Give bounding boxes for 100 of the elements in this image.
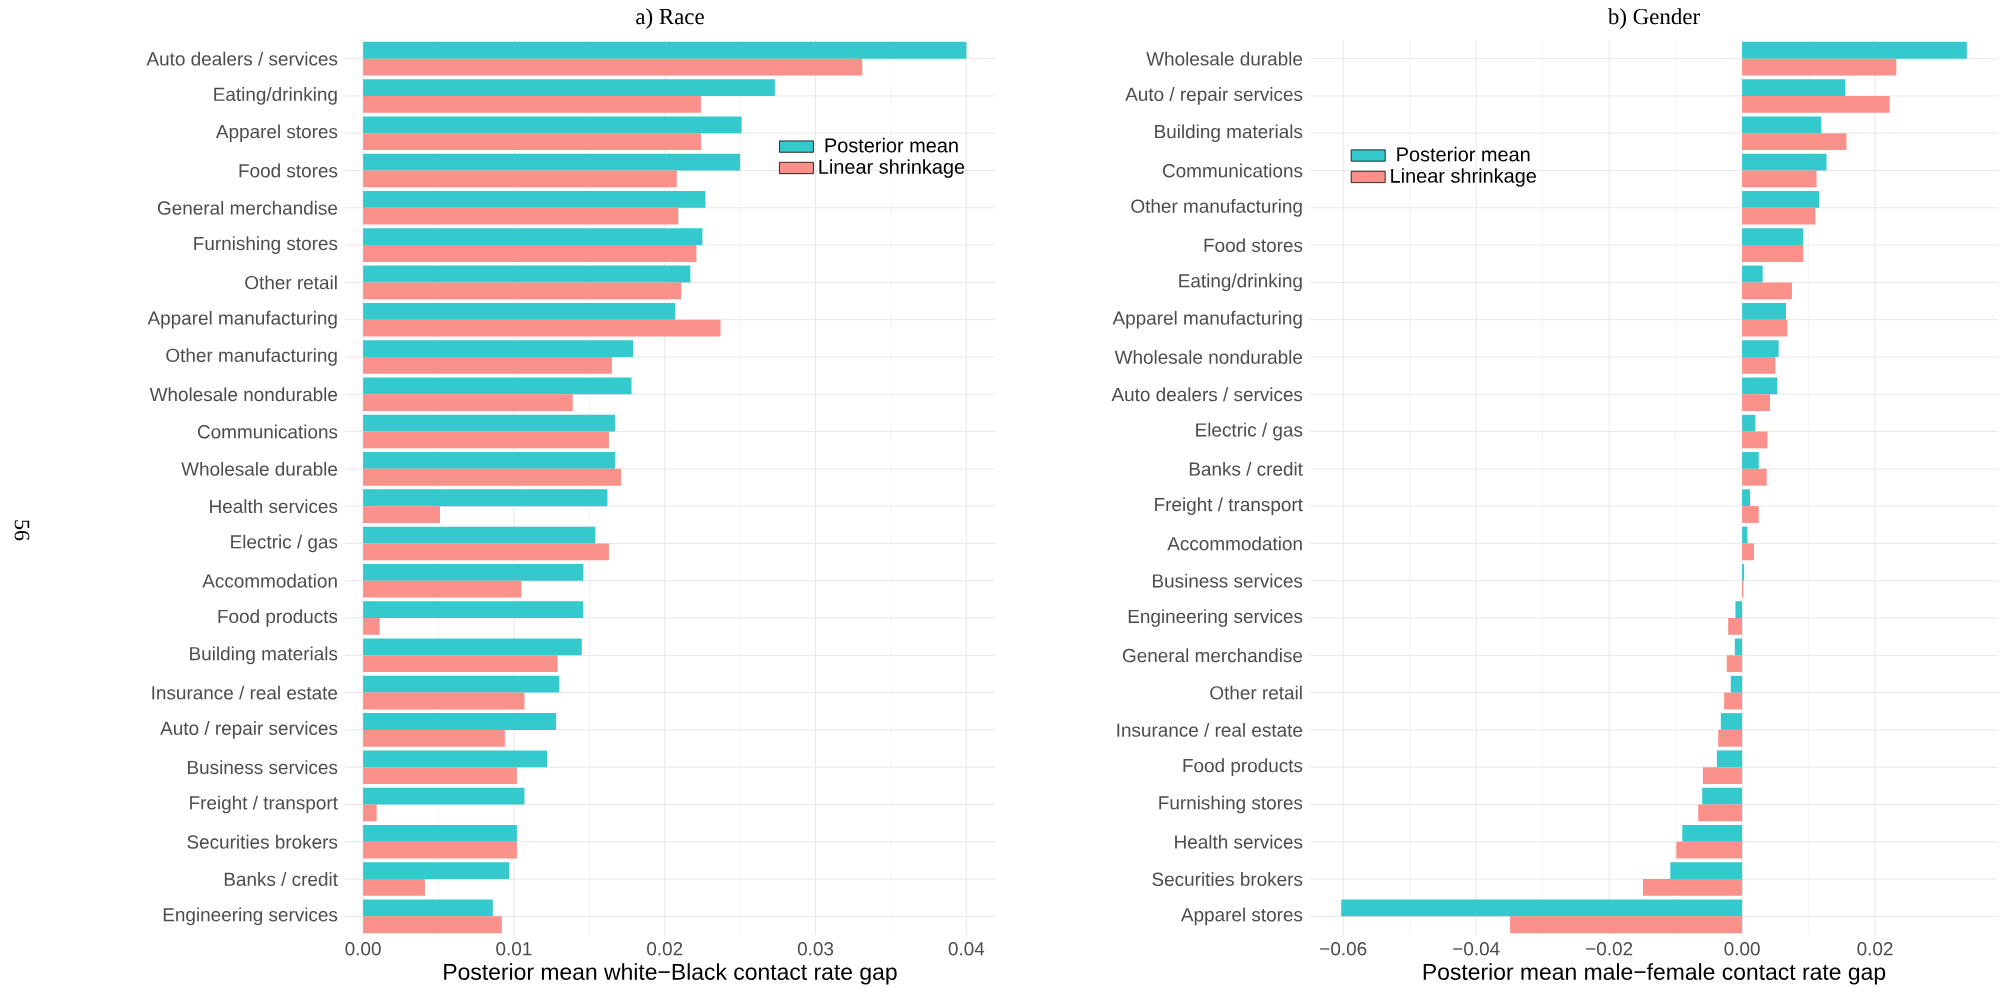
y-tick-label: Other retail [245, 275, 337, 290]
bar [1742, 356, 1776, 374]
y-tick-label: Engineering services [163, 907, 338, 926]
bar [363, 580, 522, 598]
bar [1726, 655, 1743, 673]
bar [363, 468, 621, 486]
chart-title: a) Race [636, 8, 704, 29]
x-tick-label: −0.04 [1453, 942, 1500, 956]
x-axis-title: Posterior mean male−female contact rate gap [1423, 963, 1886, 985]
bar [1742, 377, 1778, 395]
x-tick-label: 0.02 [1857, 942, 1893, 956]
y-tick-label: Auto dealers / services [1111, 387, 1303, 402]
x-tick-label: −0.06 [1320, 942, 1367, 956]
y-tick-label: Engineering services [1128, 609, 1303, 627]
bar [363, 862, 510, 880]
y-tick-label: Accommodation [1167, 536, 1302, 551]
bar [1742, 414, 1756, 432]
bar [1728, 618, 1743, 635]
y-tick-label: Freight / transport [1155, 497, 1303, 515]
bar [363, 265, 691, 283]
x-tick-label: 0.00 [1724, 942, 1760, 956]
bar [1742, 265, 1763, 283]
bar [363, 207, 679, 225]
bar [363, 655, 558, 673]
bar [1742, 95, 1890, 113]
bar [363, 356, 612, 374]
text: 56 [14, 520, 30, 541]
y-tick-label: Electric / gas [231, 534, 338, 553]
x-tick-label: 0.00 [345, 942, 381, 956]
bar [363, 506, 441, 523]
y-tick-label: Insurance / real estate [1117, 722, 1303, 737]
bar [1742, 452, 1759, 469]
bar [363, 601, 584, 619]
bar [363, 563, 584, 581]
y-tick-label: Wholesale durable [1146, 51, 1303, 66]
bar [1742, 543, 1755, 561]
bar [363, 319, 721, 337]
bar [363, 245, 697, 262]
y-tick-label: Food products [1183, 758, 1303, 777]
bar [363, 638, 582, 656]
bar [363, 394, 573, 412]
y-tick-label: Business services [1153, 573, 1303, 588]
bar [363, 713, 557, 730]
bar [1742, 431, 1768, 449]
bar [1341, 899, 1743, 917]
bar [1742, 282, 1792, 300]
bar [1670, 862, 1743, 880]
bar [1735, 601, 1743, 619]
bar [1742, 302, 1786, 320]
y-tick-label: Communications [197, 424, 338, 439]
bar [363, 191, 706, 208]
y-tick-label: Freight / transport [190, 795, 338, 814]
bar [363, 340, 634, 357]
y-tick-label: Health services [210, 499, 338, 514]
y-tick-label: Other manufacturing [166, 348, 337, 366]
y-tick-label: Apparel stores [215, 124, 338, 143]
bar [363, 787, 525, 805]
y-tick-label: Building materials [1155, 124, 1303, 143]
bar [1742, 319, 1788, 337]
y-tick-label: Food products [218, 609, 338, 627]
bar [1702, 787, 1743, 805]
bar [363, 899, 493, 917]
bar [1643, 879, 1743, 896]
bar [1734, 638, 1743, 656]
bar [363, 729, 505, 747]
bar [1742, 207, 1816, 225]
bar [1742, 116, 1822, 134]
y-tick-label: Accommodation [202, 573, 337, 588]
y-tick-label: Wholesale nondurable [149, 387, 338, 402]
legend-label: Linear shrinkage [819, 159, 965, 178]
bar [1716, 750, 1743, 768]
y-tick-label: Apparel stores [1180, 907, 1303, 926]
y-tick-label: Securities brokers [187, 834, 338, 849]
bar [363, 841, 517, 859]
y-tick-label: Electric / gas [1196, 422, 1303, 441]
bar [363, 767, 517, 784]
bar [1742, 170, 1817, 188]
bar [1742, 245, 1804, 262]
x-axis-title: Posterior mean white−Black contact rate gap [444, 963, 897, 985]
bar [363, 133, 701, 151]
bar [363, 804, 377, 822]
y-tick-label: Auto / repair services [1125, 87, 1303, 105]
bar [1742, 79, 1846, 96]
y-tick-label: Apparel manufacturing [147, 310, 337, 329]
bar [363, 228, 703, 246]
bar [1742, 58, 1897, 76]
bar [363, 377, 632, 395]
y-tick-label: Auto dealers / services [146, 51, 338, 66]
bar [363, 95, 701, 113]
y-tick-label: Communications [1162, 163, 1303, 178]
bar [363, 116, 742, 134]
x-tick-label: 0.02 [647, 942, 683, 956]
bar [363, 431, 609, 449]
bar [1730, 675, 1743, 693]
bar [363, 879, 425, 896]
bar [363, 916, 502, 934]
y-tick-label: Health services [1175, 834, 1303, 849]
bar [1742, 191, 1820, 208]
bar [1698, 804, 1743, 822]
bar [1742, 526, 1748, 544]
